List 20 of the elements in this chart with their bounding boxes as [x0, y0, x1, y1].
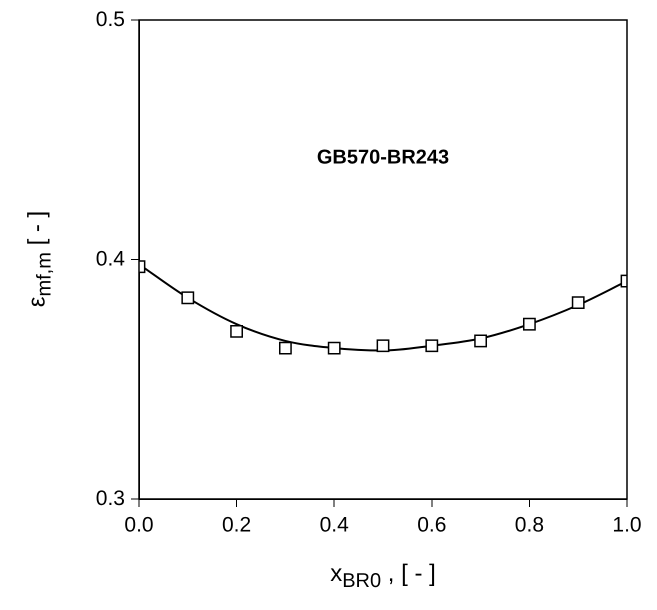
point: [376, 339, 390, 352]
point: [522, 318, 536, 331]
x-tick-label: 0.6: [417, 513, 446, 536]
x-tick-label: 0.4: [320, 513, 350, 536]
y-tick-label: 0.4: [96, 247, 126, 270]
point: [425, 339, 438, 352]
y-tick-label: 0.3: [96, 486, 125, 510]
point: [328, 342, 341, 355]
point: [278, 342, 292, 355]
point: [181, 291, 194, 304]
x-tick-label: 0.8: [514, 513, 544, 536]
y-tick-label: 0.5: [96, 8, 125, 31]
x-axis-title: x$_{BR0}$ , [ - ]: [329, 560, 437, 593]
point: [474, 334, 488, 348]
point: [230, 324, 244, 338]
x-tick-label: 0.2: [222, 513, 252, 536]
x-tick-label: 0.0: [124, 513, 154, 536]
x-tick-label: 1.0: [612, 513, 642, 536]
point: [572, 296, 585, 310]
annotation: GB570-BR243: [316, 146, 450, 169]
